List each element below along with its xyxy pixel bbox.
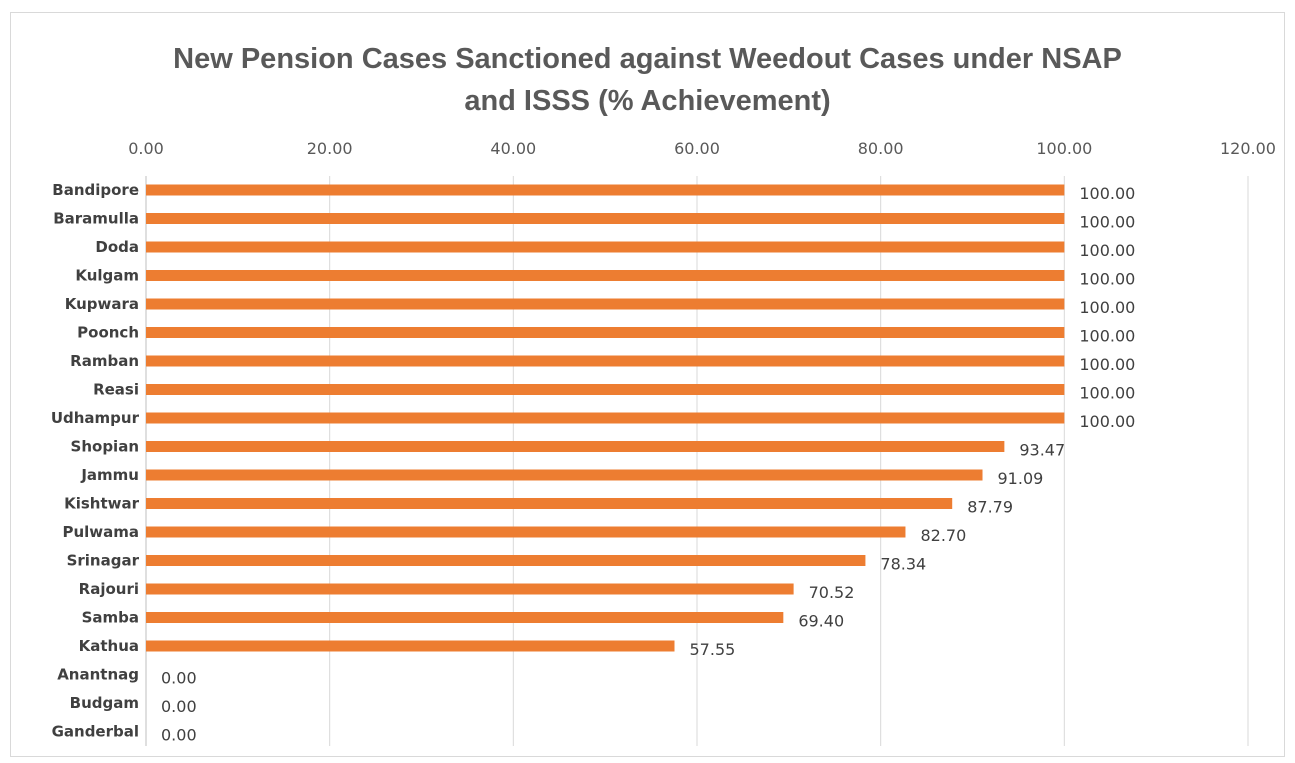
data-label: 82.70 (920, 526, 966, 545)
bar-udhampur (146, 412, 1065, 424)
category-label: Poonch (77, 324, 139, 342)
bar-baramulla (146, 213, 1065, 224)
category-label: Budgam (70, 694, 139, 712)
category-label: Kathua (79, 637, 139, 655)
data-label: 87.79 (967, 498, 1013, 517)
category-label: Kupwara (65, 295, 139, 313)
chart-title: New Pension Cases Sanctioned against Wee… (0, 38, 1295, 122)
category-label: Kulgam (75, 267, 139, 285)
x-tick-label: 20.00 (307, 139, 353, 158)
bar-srinagar (146, 555, 866, 566)
data-label: 100.00 (1079, 298, 1135, 317)
x-tick-label: 40.00 (490, 139, 536, 158)
bar-kishtwar (146, 498, 953, 509)
data-label: 100.00 (1079, 412, 1135, 431)
chart-title-line-1: New Pension Cases Sanctioned against Wee… (173, 43, 1122, 75)
data-label: 0.00 (161, 697, 197, 716)
data-label: 100.00 (1079, 384, 1135, 403)
data-label: 100.00 (1079, 327, 1135, 346)
category-label: Srinagar (67, 552, 140, 570)
bar-shopian (146, 441, 1005, 452)
data-label: 0.00 (161, 726, 197, 745)
bar-kathua (146, 640, 675, 652)
x-tick-label: 100.00 (1036, 139, 1092, 158)
x-tick-label: 80.00 (858, 139, 904, 158)
data-label: 100.00 (1079, 241, 1135, 260)
bar-bandipore (146, 184, 1065, 196)
category-label: Ramban (70, 352, 139, 370)
data-label: 93.47 (1019, 441, 1065, 460)
data-label: 100.00 (1079, 184, 1135, 203)
category-label: Baramulla (53, 210, 139, 228)
bar-pulwama (146, 526, 906, 538)
category-label: Samba (82, 609, 139, 627)
x-tick-label: 0.00 (128, 139, 164, 158)
category-label: Ganderbal (52, 723, 139, 741)
category-label: Rajouri (79, 580, 139, 598)
bar-ramban (146, 355, 1065, 367)
data-label: 91.09 (998, 469, 1044, 488)
bar-poonch (146, 327, 1065, 338)
category-label: Pulwama (62, 523, 139, 541)
data-label: 69.40 (798, 612, 844, 631)
category-label: Kishtwar (64, 495, 140, 513)
data-label: 57.55 (690, 640, 736, 659)
x-tick-label: 60.00 (674, 139, 720, 158)
category-label: Doda (95, 238, 139, 256)
category-label: Udhampur (51, 409, 140, 427)
data-label: 100.00 (1079, 213, 1135, 232)
bar-kupwara (146, 298, 1065, 310)
chart-title-line-2: and ISSS (% Achievement) (464, 85, 831, 117)
category-label: Jammu (80, 466, 139, 484)
category-label: Reasi (93, 381, 139, 399)
data-label: 100.00 (1079, 270, 1135, 289)
bar-samba (146, 612, 784, 623)
category-label: Bandipore (52, 181, 139, 199)
bar-reasi (146, 384, 1065, 395)
category-label: Anantnag (57, 666, 139, 684)
bar-rajouri (146, 583, 794, 595)
data-label: 78.34 (880, 555, 926, 574)
data-label: 70.52 (809, 583, 855, 602)
category-label: Shopian (71, 438, 139, 456)
bar-kulgam (146, 270, 1065, 281)
data-label: 100.00 (1079, 355, 1135, 374)
x-tick-label: 120.00 (1220, 139, 1276, 158)
bar-jammu (146, 469, 983, 481)
bar-doda (146, 241, 1065, 253)
data-label: 0.00 (161, 669, 197, 688)
